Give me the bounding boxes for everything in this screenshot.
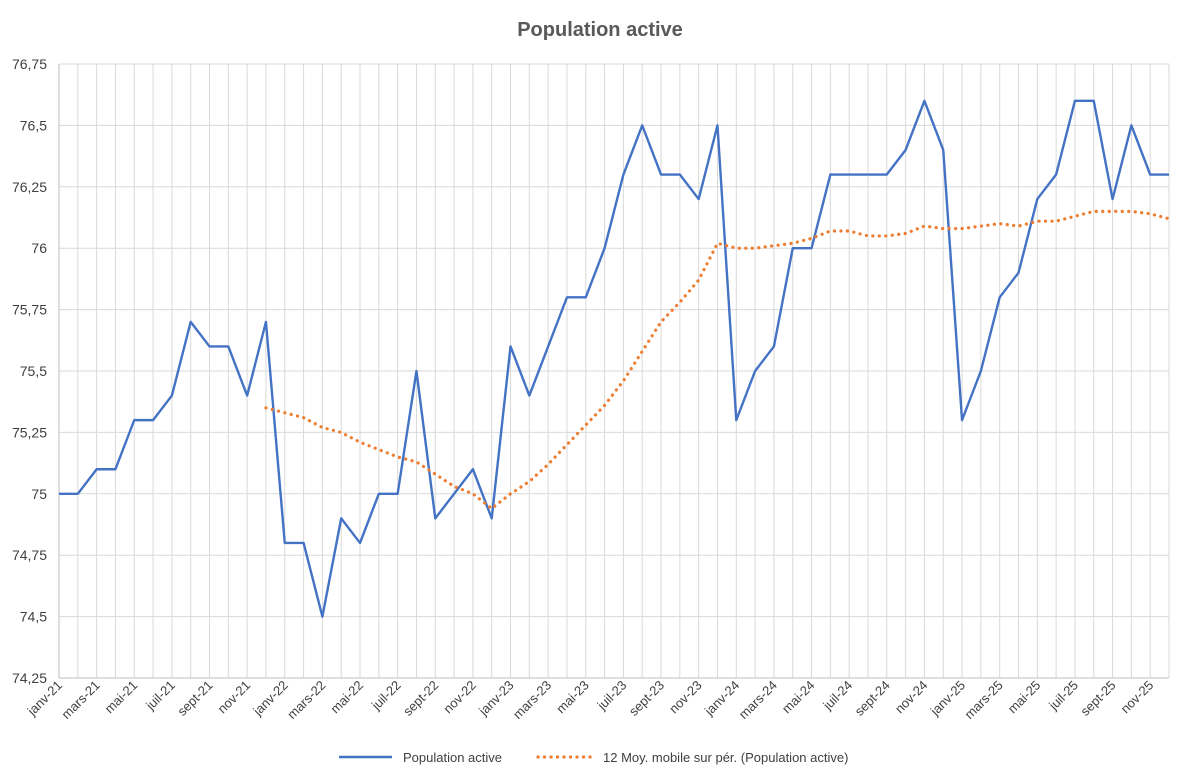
y-axis-tick-labels: 74,25 74,5 74,75 75 75,25 75,5 75,75 76 76,25 76,… <box>12 56 47 686</box>
y-tick-label: 74,5 <box>20 609 47 625</box>
series-lines <box>59 99 1171 618</box>
y-tick-label: 75,25 <box>12 424 47 440</box>
axes <box>58 64 1170 679</box>
legend: Population active 12 Moy. mobile sur pér… <box>339 750 848 765</box>
series-line-population-active <box>59 99 1169 618</box>
y-tick-label: 76,5 <box>20 117 47 133</box>
y-tick-label: 76,75 <box>12 56 47 72</box>
y-tick-label: 75 <box>31 486 47 502</box>
y-tick-label: 75,75 <box>12 302 47 318</box>
y-tick-label: 74,75 <box>12 547 47 563</box>
y-tick-label: 75,5 <box>20 363 47 379</box>
y-tick-label: 76 <box>31 240 47 256</box>
legend-label-population-active: Population active <box>403 750 502 765</box>
legend-label-moving-average: 12 Moy. mobile sur pér. (Population acti… <box>603 750 848 765</box>
series-line-moving-average <box>264 209 1171 511</box>
y-tick-label: 74,25 <box>12 670 47 686</box>
chart-title: Population active <box>517 19 683 41</box>
y-tick-label: 76,25 <box>12 179 47 195</box>
